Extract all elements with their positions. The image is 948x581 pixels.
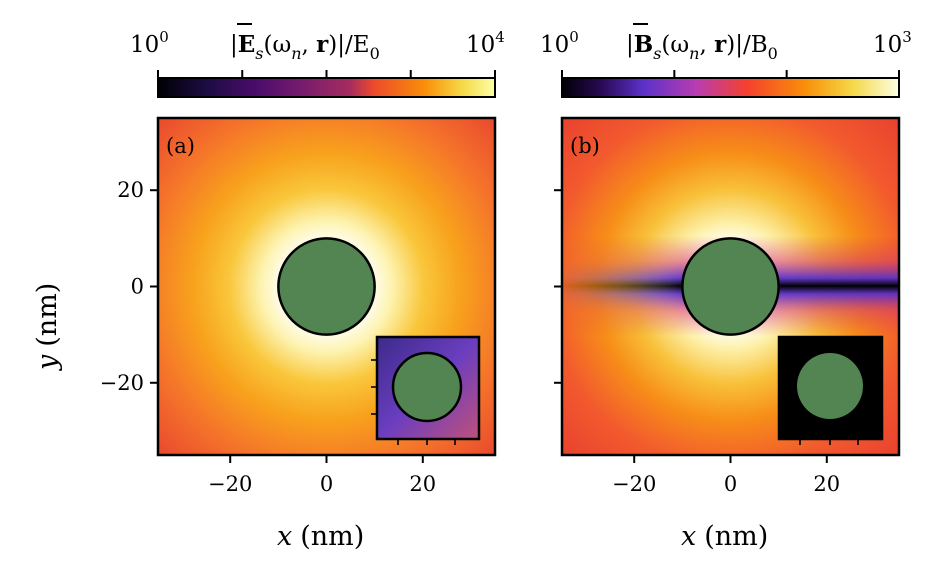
panel-label-a: (a) <box>166 134 195 158</box>
colorbar-b-title: |Bs(ωn, r)|/B0 <box>626 31 778 63</box>
colorbar-b-ticks <box>561 70 900 78</box>
x-tick-label: 20 <box>409 472 436 496</box>
x-tick-label: 20 <box>813 472 840 496</box>
colorbar-a-ticks <box>157 70 496 78</box>
colorbar-b-min-label: 100 <box>540 28 579 58</box>
y-tick-label: −20 <box>100 371 144 395</box>
axes-b: −20 0 20 <box>554 189 840 496</box>
colorbar-a-gradient <box>157 77 496 98</box>
axes-a: −20 0 20 −20 0 20 <box>100 178 436 496</box>
colorbar-a-max-label: 104 <box>466 28 505 58</box>
sphere-a <box>277 237 376 336</box>
y-axis-label-a: y(nm) <box>32 283 63 371</box>
sphere-b <box>681 237 780 336</box>
colorbar-b-gradient <box>561 77 900 98</box>
inset-a <box>371 335 481 445</box>
inset-b <box>777 335 884 445</box>
x-tick-label: −20 <box>612 472 656 496</box>
panel-a: 100 104 |Es(ωn, r)|/E0 (a) −20 0 20−20020 … <box>32 23 505 552</box>
x-tick-label: 0 <box>320 472 333 496</box>
x-tick-label: −20 <box>208 472 252 496</box>
panel-b: 100 103 |Bs(ωn, r)|/B0 (b) −20 0 20 x (nm) <box>540 23 912 552</box>
colorbar-b-max-label: 103 <box>873 28 912 58</box>
x-tick-label: 0 <box>724 472 737 496</box>
x-axis-label-a: x (nm) <box>277 521 364 552</box>
colorbar-b: 100 103 |Bs(ωn, r)|/B0 <box>540 23 912 98</box>
y-tick-label: 20 <box>117 178 144 202</box>
y-tick-label: 0 <box>131 275 144 299</box>
colorbar-a-title: |Es(ωn, r)|/E0 <box>230 31 380 63</box>
x-axis-label-b: x (nm) <box>681 521 768 552</box>
panel-label-b: (b) <box>570 134 600 158</box>
colorbar-a: 100 104 |Es(ωn, r)|/E0 <box>130 23 505 98</box>
colorbar-a-min-label: 100 <box>130 28 169 58</box>
